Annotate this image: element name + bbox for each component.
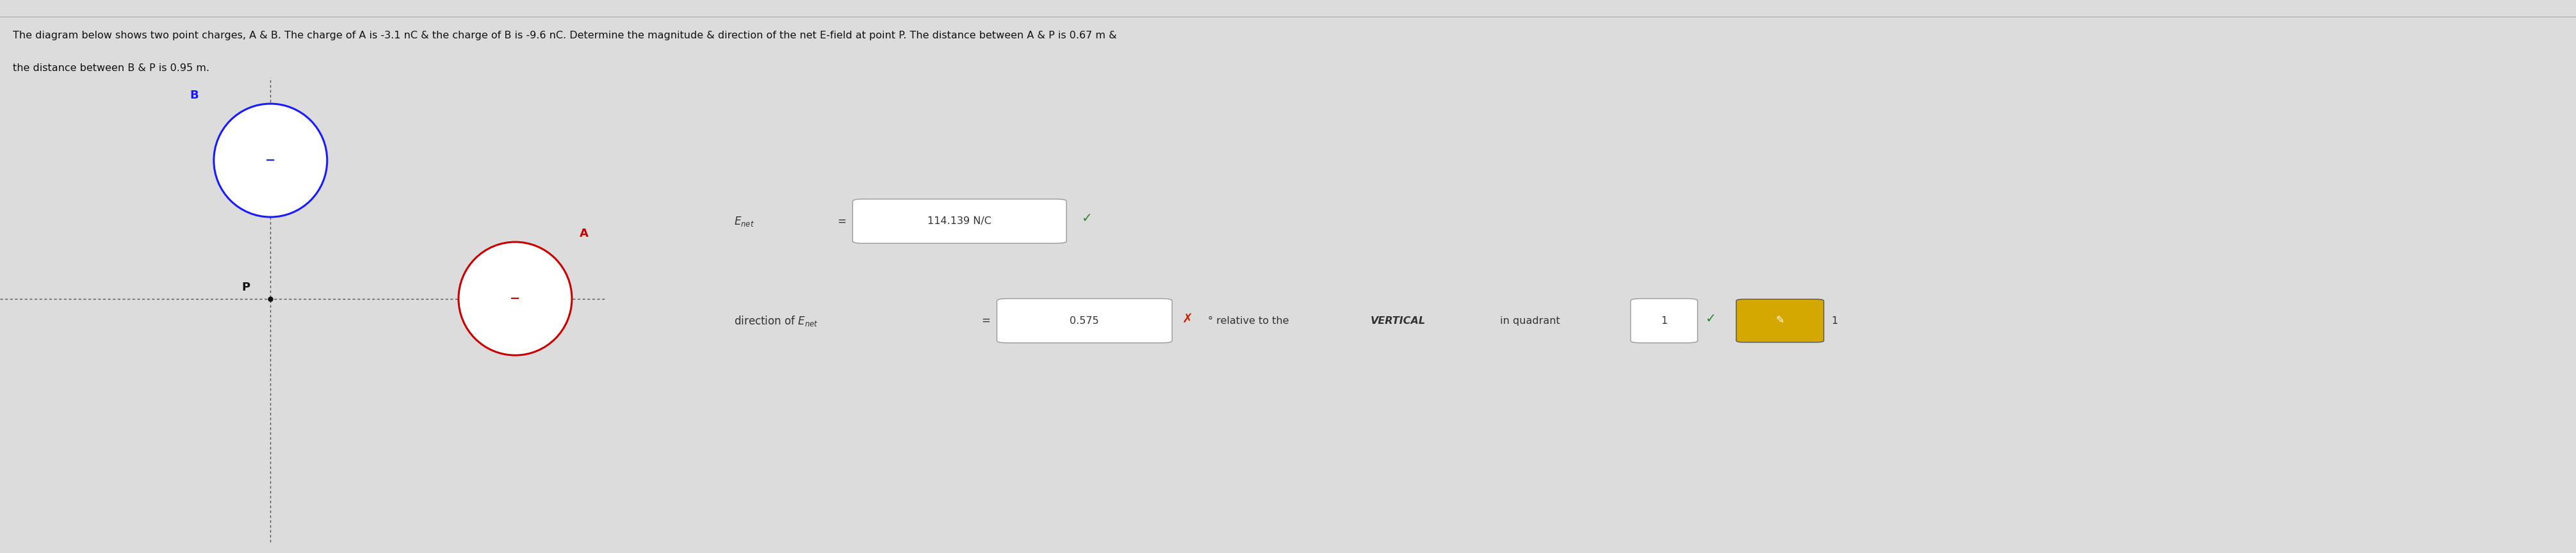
Text: 1: 1 (1662, 316, 1667, 326)
FancyBboxPatch shape (997, 299, 1172, 343)
Text: 1: 1 (1832, 316, 1839, 326)
FancyBboxPatch shape (1736, 299, 1824, 342)
Text: in quadrant: in quadrant (1497, 316, 1564, 326)
Text: ✎: ✎ (1775, 316, 1785, 326)
Text: −: − (265, 154, 276, 166)
Text: −: − (510, 293, 520, 305)
Text: =: = (981, 315, 989, 326)
Text: ° relative to the: ° relative to the (1208, 316, 1293, 326)
Text: the distance between B & P is 0.95 m.: the distance between B & P is 0.95 m. (13, 64, 209, 73)
Text: 0.575: 0.575 (1069, 316, 1100, 326)
FancyBboxPatch shape (1631, 299, 1698, 343)
Text: B: B (191, 90, 198, 101)
Ellipse shape (459, 242, 572, 355)
Text: ✓: ✓ (1705, 313, 1716, 325)
Ellipse shape (214, 104, 327, 217)
Text: P: P (242, 281, 250, 293)
Text: =: = (837, 216, 845, 227)
Text: ✓: ✓ (1082, 212, 1092, 225)
Text: VERTICAL: VERTICAL (1370, 316, 1425, 326)
Text: ✗: ✗ (1182, 313, 1193, 325)
Text: 114.139 N/C: 114.139 N/C (927, 216, 992, 226)
Text: direction of $E_{net}$: direction of $E_{net}$ (734, 314, 819, 327)
Text: $E_{net}$: $E_{net}$ (734, 215, 755, 228)
Text: A: A (580, 228, 587, 239)
FancyBboxPatch shape (853, 199, 1066, 243)
Text: The diagram below shows two point charges, A & B. The charge of A is -3.1 nC & t: The diagram below shows two point charge… (13, 30, 1118, 40)
